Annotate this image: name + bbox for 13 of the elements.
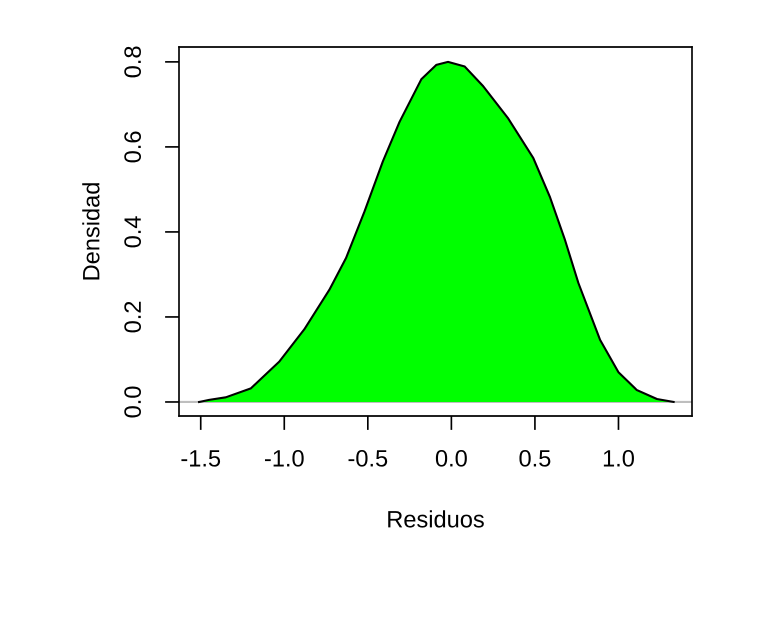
x-axis-title: Residuos — [388, 510, 484, 528]
x-tick-label: 0.5 — [519, 450, 550, 467]
y-tick-label: 0.2 — [124, 302, 141, 332]
y-tick-label: 0.4 — [124, 216, 141, 248]
y-tick-label: 0.6 — [124, 132, 141, 162]
x-tick-label: 0.0 — [436, 450, 467, 467]
y-axis-title: Densidad — [82, 183, 100, 280]
y-tick-label: 0.8 — [124, 46, 141, 78]
x-tick-label: 1.0 — [604, 450, 634, 467]
x-tick-label: -0.5 — [348, 450, 388, 467]
x-tick-label: -1.5 — [181, 450, 220, 467]
x-tick-label: -1.0 — [264, 450, 304, 467]
y-tick-label: 0.0 — [124, 386, 141, 418]
